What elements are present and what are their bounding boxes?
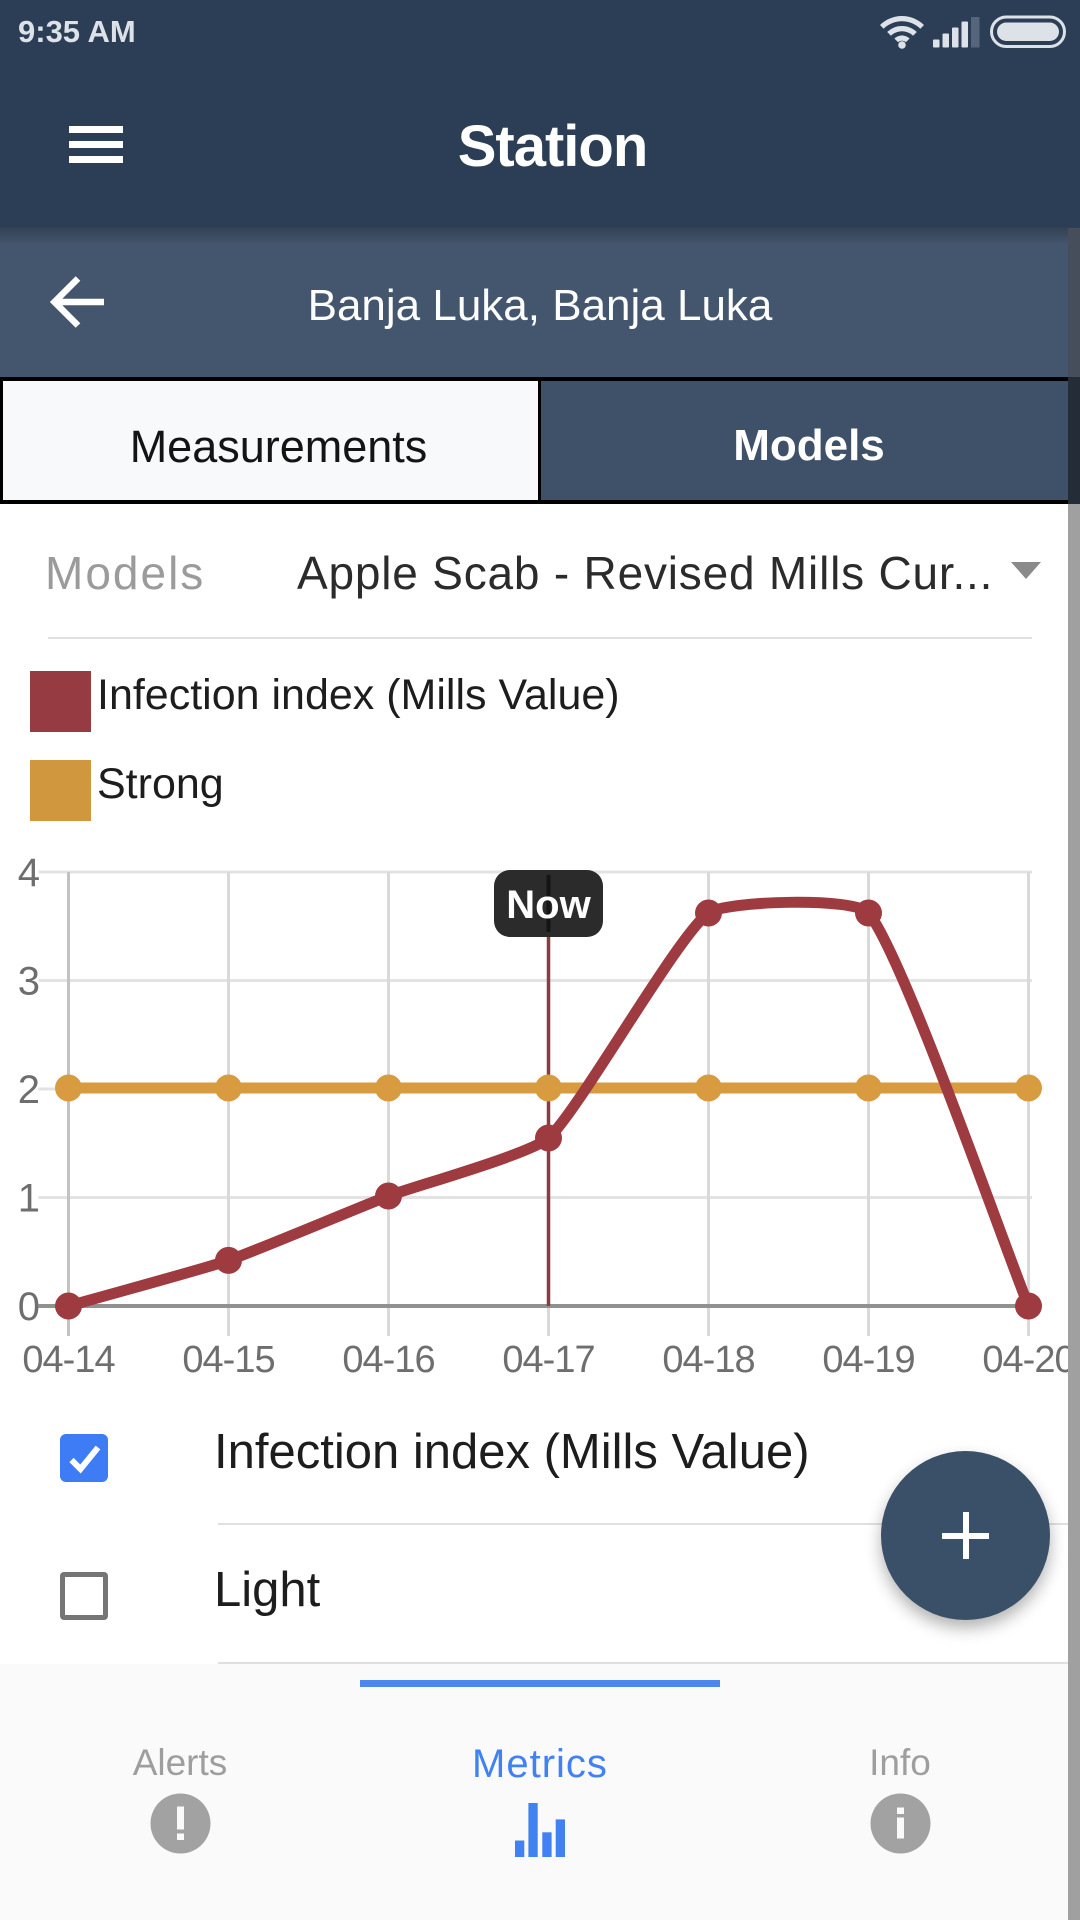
svg-text:04-15: 04-15 <box>182 1339 274 1381</box>
svg-text:04-16: 04-16 <box>342 1339 434 1381</box>
svg-text:1: 1 <box>18 1177 40 1221</box>
svg-text:04-17: 04-17 <box>502 1339 594 1381</box>
svg-text:04-18: 04-18 <box>662 1339 754 1381</box>
svg-text:04-19: 04-19 <box>822 1339 914 1381</box>
svg-text:0: 0 <box>18 1285 40 1329</box>
svg-text:04-20: 04-20 <box>982 1339 1074 1381</box>
svg-text:4: 4 <box>18 851 40 895</box>
svg-text:Now: Now <box>506 883 591 927</box>
svg-text:04-14: 04-14 <box>22 1339 115 1381</box>
svg-text:2: 2 <box>18 1068 40 1112</box>
svg-text:3: 3 <box>18 960 40 1004</box>
